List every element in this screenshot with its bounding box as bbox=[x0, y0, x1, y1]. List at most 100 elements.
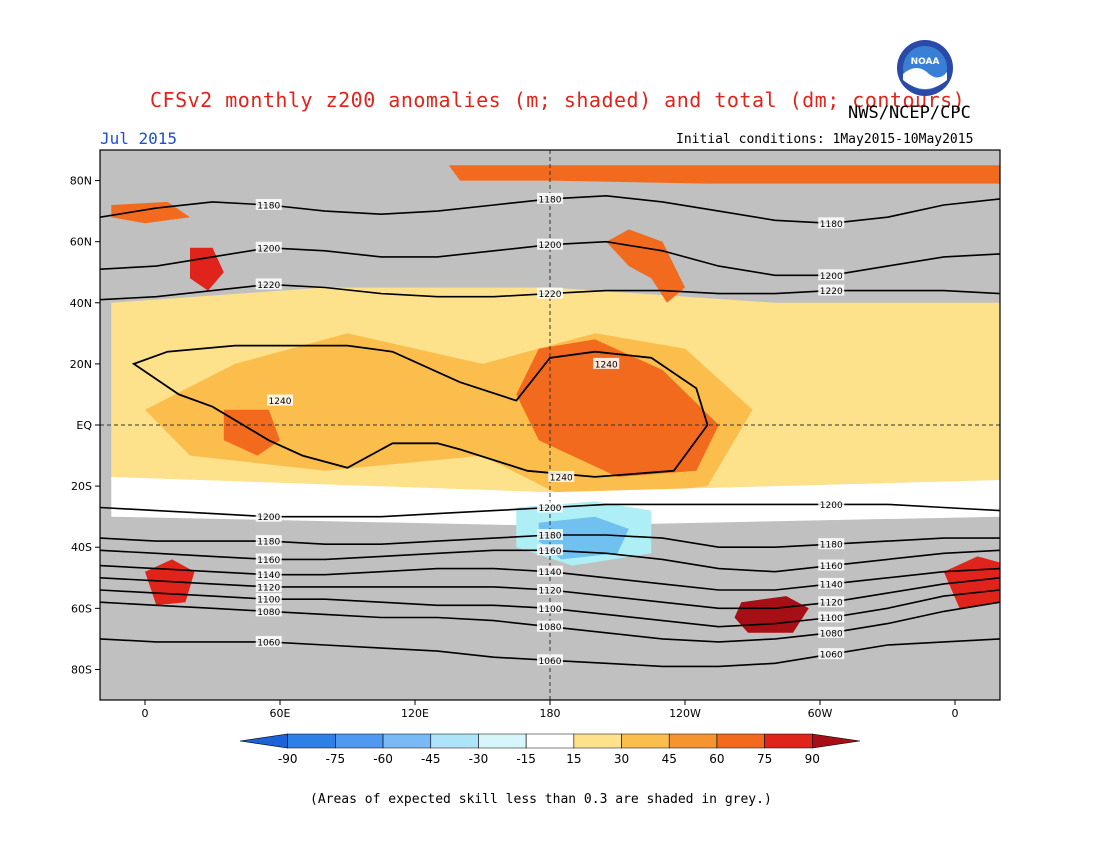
colorbar-swatch-3 bbox=[382, 733, 432, 749]
lon-tick-label: 0 bbox=[142, 707, 149, 720]
contour-label: 1060 bbox=[257, 638, 280, 648]
contour-label: 1180 bbox=[539, 532, 562, 542]
contour-label-bg bbox=[267, 394, 293, 406]
contour-label-bg bbox=[537, 565, 563, 577]
contour-label: 1160 bbox=[539, 547, 562, 557]
anomaly-region-6 bbox=[606, 229, 685, 303]
colorbar: -90 -75 -60 -45 -30 -15 15 30 45 60 75 90 bbox=[239, 733, 861, 766]
contour-label: 1200 bbox=[539, 241, 562, 251]
closed-contour-0 bbox=[131, 344, 709, 478]
contour-label-bg bbox=[818, 284, 845, 296]
lon-tick-label: 60W bbox=[808, 707, 833, 720]
colorbar-label: -60 bbox=[373, 752, 393, 766]
colorbar-swatch-4 bbox=[430, 733, 479, 749]
colorbar-label: 90 bbox=[805, 752, 820, 766]
colorbar-swatch-8 bbox=[621, 733, 670, 749]
contour-label: 1180 bbox=[257, 202, 280, 212]
contour-label: 1240 bbox=[269, 397, 292, 407]
lon-tick-label: 60E bbox=[270, 707, 291, 720]
contour-label-bg bbox=[537, 620, 563, 632]
contour-label-bg bbox=[818, 611, 845, 623]
colorbar-label: -75 bbox=[326, 752, 346, 766]
colorbar-swatch-6 bbox=[525, 733, 575, 749]
anomaly-region-4 bbox=[448, 165, 1000, 184]
lat-tick-label: 80N bbox=[70, 175, 92, 188]
contour-label: 1220 bbox=[539, 290, 562, 300]
contour-label: 1180 bbox=[257, 538, 280, 548]
contour-label: 1140 bbox=[539, 568, 562, 578]
contour-label: 1140 bbox=[257, 571, 280, 581]
anomaly-region-11 bbox=[111, 476, 1000, 526]
contour-label-bg bbox=[255, 593, 282, 605]
contour-label-bg bbox=[537, 584, 563, 595]
colorbar-label: -30 bbox=[469, 752, 489, 766]
contour-label-bg bbox=[818, 596, 845, 608]
contour-label: 1140 bbox=[820, 580, 843, 590]
plot-area: 1180 1180 1180 1200 1200 1200 1220 1220 1220 1200… bbox=[70, 149, 1001, 720]
initial-conditions: Initial conditions: 1May2015-10May2015 bbox=[676, 132, 974, 147]
colorbar-swatch-9 bbox=[668, 733, 718, 749]
colorbar-label: -90 bbox=[278, 752, 298, 766]
contour-label-bg bbox=[537, 544, 563, 556]
lat-tick-label: 80S bbox=[71, 663, 92, 676]
contour-label-bg bbox=[255, 510, 282, 522]
lon-tick-label: 120W bbox=[669, 707, 701, 720]
contour-label: 1200 bbox=[257, 244, 280, 254]
contour-label-bg bbox=[255, 568, 282, 580]
contour-label: 1080 bbox=[257, 608, 280, 618]
colorbar-label: 15 bbox=[566, 752, 581, 766]
contour-label-bg bbox=[537, 602, 563, 614]
colorbar-swatch-10 bbox=[716, 733, 765, 749]
contour-label-bg bbox=[818, 269, 845, 281]
contour-label: 1120 bbox=[257, 583, 280, 593]
map-title: CFSv2 monthly z200 anomalies (m; shaded)… bbox=[150, 88, 966, 112]
contour-label: 1060 bbox=[539, 657, 562, 667]
lat-tick-label: 40N bbox=[70, 297, 92, 310]
contour-label-bg bbox=[593, 357, 620, 369]
colorbar-label: 75 bbox=[757, 752, 772, 766]
skill-footnote: (Areas of expected skill less than 0.3 a… bbox=[310, 792, 772, 807]
contour-label-bg bbox=[818, 626, 845, 638]
colorbar-label: 60 bbox=[709, 752, 724, 766]
contour-label: 1200 bbox=[257, 513, 280, 523]
lon-tick-label: 180 bbox=[540, 707, 561, 720]
contour-label-bg bbox=[255, 553, 282, 565]
colorbar-swatch-5 bbox=[478, 733, 527, 749]
contour-label-bg bbox=[255, 535, 282, 547]
contour-label: 1200 bbox=[539, 504, 562, 514]
lat-tick-label: 60N bbox=[70, 236, 92, 249]
contour-label-bg bbox=[537, 192, 563, 204]
colorbar-label: -15 bbox=[516, 752, 536, 766]
contour-label: 1160 bbox=[257, 556, 280, 566]
contour-label-bg bbox=[255, 635, 282, 647]
colorbar-label: -45 bbox=[421, 752, 441, 766]
contour-label: 1120 bbox=[539, 587, 562, 597]
colorbar-swatch-11 bbox=[764, 733, 813, 749]
noaa-logo: NOAA bbox=[897, 40, 953, 96]
colorbar-label: 30 bbox=[614, 752, 629, 766]
contour-label: 1160 bbox=[820, 562, 843, 572]
contour-label-bg bbox=[537, 238, 563, 250]
contour-label-bg bbox=[548, 470, 575, 482]
lat-tick-label: EQ bbox=[76, 419, 92, 432]
colorbar-swatch-1 bbox=[287, 733, 336, 749]
contour-label-bg bbox=[537, 287, 563, 299]
colorbar-label: 45 bbox=[662, 752, 677, 766]
contour-label-bg bbox=[818, 577, 845, 589]
contour-label: 1080 bbox=[820, 629, 843, 639]
contour-label-bg bbox=[537, 501, 563, 513]
contour-label-bg bbox=[255, 199, 282, 210]
contour-label-bg bbox=[818, 559, 845, 571]
colorbar-swatch-12 bbox=[812, 733, 861, 749]
colorbar-swatch-2 bbox=[335, 733, 384, 749]
contour-label-bg bbox=[255, 580, 282, 592]
colorbar-swatch-7 bbox=[573, 733, 622, 749]
agency-label: NWS/NCEP/CPC bbox=[848, 103, 971, 123]
contour-label: 1220 bbox=[820, 287, 843, 297]
anomaly-region-10 bbox=[734, 596, 809, 633]
lat-tick-label: 20N bbox=[70, 358, 92, 371]
contour-label: 1120 bbox=[820, 599, 843, 609]
contour-label: 1060 bbox=[820, 651, 843, 661]
contour-label-bg bbox=[255, 605, 282, 617]
